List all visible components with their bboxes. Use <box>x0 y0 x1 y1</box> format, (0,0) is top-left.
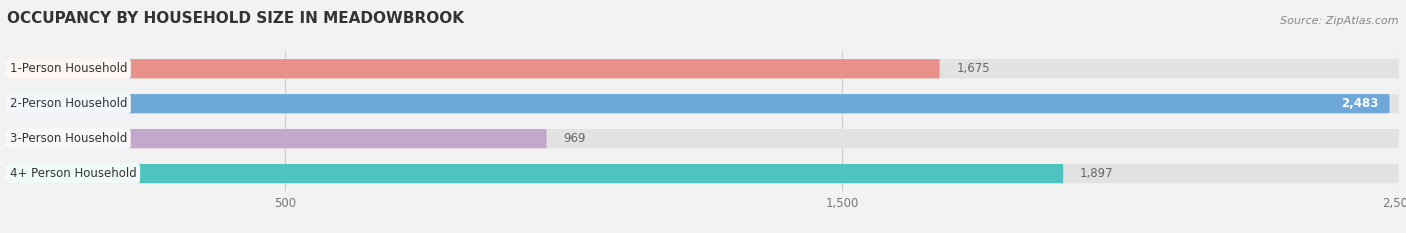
Text: 1-Person Household: 1-Person Household <box>10 62 128 75</box>
FancyBboxPatch shape <box>7 129 547 148</box>
FancyBboxPatch shape <box>7 59 1399 78</box>
Text: 2,483: 2,483 <box>1341 97 1378 110</box>
Text: OCCUPANCY BY HOUSEHOLD SIZE IN MEADOWBROOK: OCCUPANCY BY HOUSEHOLD SIZE IN MEADOWBRO… <box>7 11 464 26</box>
Text: 4+ Person Household: 4+ Person Household <box>10 167 136 180</box>
FancyBboxPatch shape <box>7 59 939 78</box>
FancyBboxPatch shape <box>7 164 1063 183</box>
Text: 969: 969 <box>564 132 586 145</box>
Text: 1,675: 1,675 <box>956 62 990 75</box>
FancyBboxPatch shape <box>7 94 1389 113</box>
FancyBboxPatch shape <box>7 94 1399 113</box>
FancyBboxPatch shape <box>7 129 1399 148</box>
FancyBboxPatch shape <box>7 164 1399 183</box>
Text: 2-Person Household: 2-Person Household <box>10 97 128 110</box>
Text: Source: ZipAtlas.com: Source: ZipAtlas.com <box>1281 16 1399 26</box>
Text: 3-Person Household: 3-Person Household <box>10 132 127 145</box>
Text: 1,897: 1,897 <box>1080 167 1114 180</box>
